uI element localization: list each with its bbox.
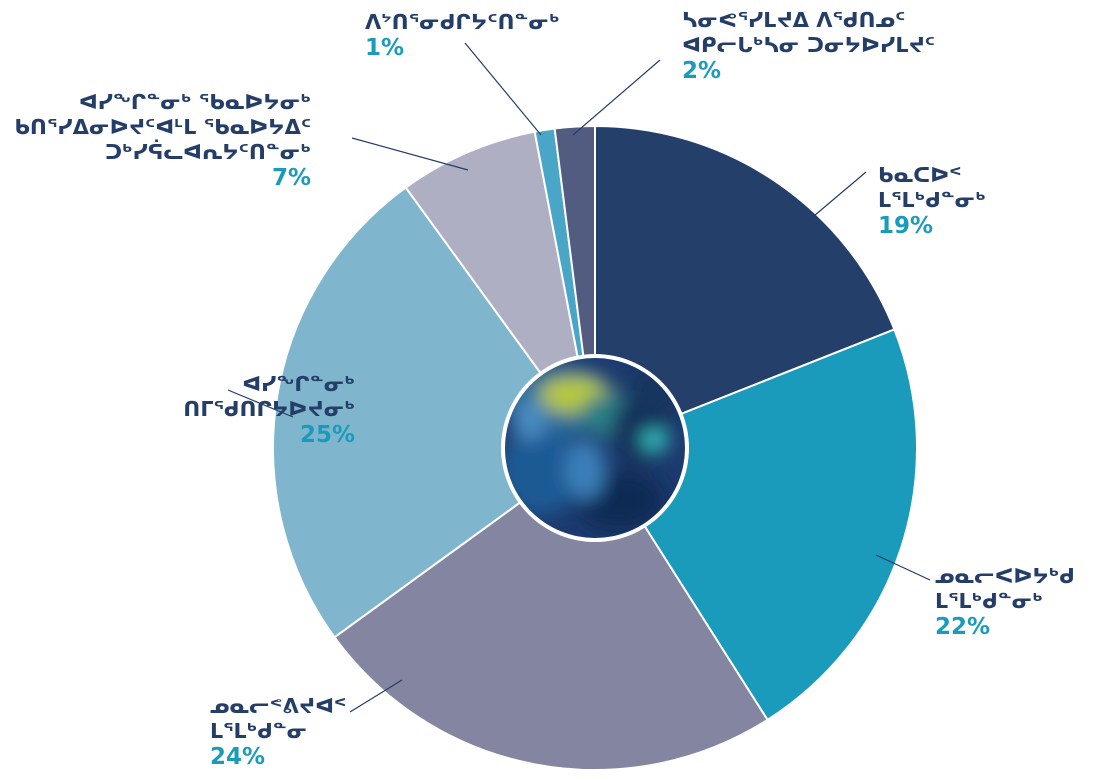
slice-percent-label: 22% — [935, 614, 991, 640]
slice-label-0: ᑲᓇᑕᐅᑉ ᒪᕐᒪᒃᑯᓐᓂᒃ 19% — [878, 163, 986, 240]
leader-line-2 — [349, 679, 403, 713]
slice-label-line: ᓄᓇᓕᐸᐅᔭᒃᑯ — [935, 564, 1075, 588]
slice-label-line: ᐊᓯᖏᓐᓂᒃ ᖃᓇᐅᔭᓂᒃ — [78, 90, 311, 114]
slice-label-4: ᐊᓯᖏᓐᓂᒃ ᖃᓇᐅᔭᓂᒃ ᑲᑎᕐᓯᐃᓂᐅᔪᑦᐊᒻᒪ ᖃᓇᐅᔭᐃᑦ ᑐᒃᓯᕌᓚᐊᕆᔭ… — [14, 90, 311, 192]
leader-line-1 — [875, 554, 931, 581]
slice-label-line: ᐱᔾᑎᕐᓂᑯᒋᔭᑦᑎᓐᓂᒃ — [365, 10, 560, 34]
slice-percent-label: 24% — [210, 744, 266, 770]
slice-label-5: ᐱᔾᑎᕐᓂᑯᒋᔭᑦᑎᓐᓂᒃ 1% — [365, 10, 560, 62]
leader-line-5 — [464, 42, 542, 136]
slice-label-line: ᐊᓯᖏᓐᓂᒃ — [242, 372, 355, 396]
leader-line-4 — [351, 137, 469, 171]
slice-label-line: ᓴᓂᕙᕐᓯᒪᔪᐃ ᐱᖁᑎᓄᑦ — [682, 8, 906, 32]
slice-label-line: ᑲᓇᑕᐅᑉ — [878, 163, 962, 187]
leader-line-0 — [794, 171, 867, 233]
slice-label-line: ᓄᓇᓕᕝᕕᔪᐊᑉ — [210, 694, 347, 718]
slice-label-1: ᓄᓇᓕᐸᐅᔭᒃᑯ ᒪᕐᒪᒃᑯᓐᓂᒃ 22% — [935, 564, 1075, 641]
slice-label-6: ᓴᓂᕙᕐᓯᒪᔪᐃ ᐱᖁᑎᓄᑦ ᐊᑭᓕᒐᒃᓴᓂ ᑐᓂᔭᐅᓯᒪᔪᑦ 2% — [682, 8, 935, 85]
slice-percent-label: 25% — [299, 422, 355, 448]
slice-label-line: ᒪᕐᒪᒃᑯᓐᓂᒃ — [878, 188, 986, 212]
slice-percent-label: 1% — [365, 35, 405, 61]
slice-percent-label: 19% — [878, 213, 934, 239]
pie-slice-0 — [594, 124, 896, 450]
slice-percent-label: 7% — [271, 165, 311, 191]
slice-label-2: ᓄᓇᓕᕝᕕᔪᐊᑉ ᒪᕐᒪᒃᑯᓐᓂ 24% — [210, 694, 346, 771]
slice-percent-label: 2% — [682, 58, 722, 84]
slice-label-line: ᑎᒥᖁᑎᒋᔭᐅᔪᓂᒃ — [183, 397, 355, 421]
pie-slice-2 — [333, 446, 769, 771]
pie-slice-3 — [272, 186, 597, 639]
slice-label-line: ᑲᑎᕐᓯᐃᓂᐅᔪᑦᐊᒻᒪ ᖃᓇᐅᔭᐃᑦ — [14, 115, 311, 139]
slice-label-line: ᐊᑭᓕᒐᒃᓴᓂ ᑐᓂᔭᐅᓯᒪᔪᑦ — [682, 33, 935, 57]
slice-label-line: ᑐᒃᓯᕌᓚᐊᕆᔭᑦᑎᓐᓂᒃ — [104, 140, 311, 164]
slice-label-line: ᒪᕐᒪᒃᑯᓐᓂ — [210, 719, 308, 743]
slice-label-3: ᐊᓯᖏᓐᓂᒃ ᑎᒥᖁᑎᒋᔭᐅᔪᓂᒃ 25% — [183, 372, 355, 449]
leader-line-3 — [227, 389, 294, 418]
leader-line-6 — [572, 59, 661, 136]
slice-label-line: ᒪᕐᒪᒃᑯᓐᓂᒃ — [935, 589, 1043, 613]
